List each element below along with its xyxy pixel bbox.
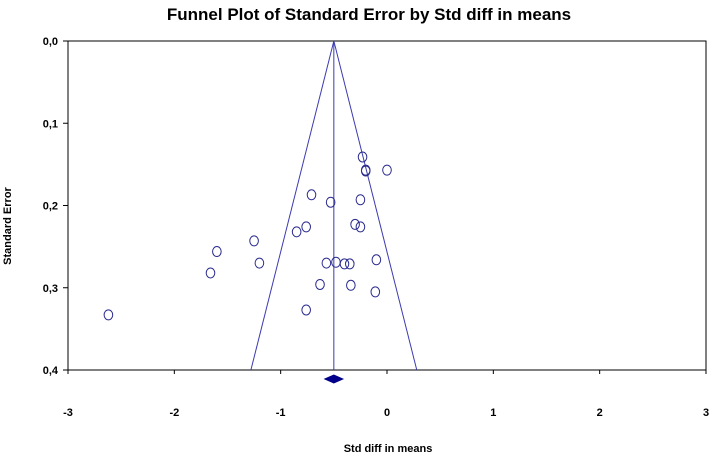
- data-point: [346, 279, 356, 291]
- y-tick-label: 0,0: [43, 36, 58, 48]
- data-point: [355, 194, 366, 206]
- data-point: [291, 226, 302, 238]
- funnel-layer: [250, 40, 418, 384]
- data-point: [382, 164, 392, 176]
- x-tick-label: 0: [384, 407, 390, 419]
- plot-frame: [67, 40, 707, 371]
- data-point: [371, 254, 382, 266]
- funnel-right-line: [333, 40, 418, 371]
- data-point: [321, 257, 332, 269]
- funnel-left-line: [250, 40, 335, 371]
- y-axis: 0,0 0,1 0,2 0,3 0,4: [43, 36, 68, 377]
- data-point: [331, 256, 341, 268]
- chart-title: Funnel Plot of Standard Error by Std dif…: [167, 5, 571, 24]
- y-tick-label: 0,2: [43, 201, 58, 213]
- y-tick-label: 0,3: [43, 283, 58, 295]
- data-point: [370, 286, 381, 298]
- y-tick-label: 0,4: [43, 365, 59, 377]
- summary-diamond: [323, 374, 345, 384]
- data-point: [301, 221, 311, 233]
- x-axis: -3 -2 -1 0 1 2 3: [63, 370, 709, 419]
- data-point: [205, 267, 216, 279]
- data-point: [325, 196, 336, 208]
- x-tick-label: 1: [490, 407, 496, 419]
- x-tick-label: -3: [63, 407, 73, 419]
- data-point: [315, 278, 325, 290]
- data-point: [360, 164, 371, 176]
- data-point: [350, 218, 360, 230]
- data-point: [103, 309, 114, 321]
- data-point: [357, 151, 368, 163]
- x-tick-label: 3: [703, 407, 709, 419]
- x-tick-label: -1: [276, 407, 286, 419]
- data-point: [355, 221, 366, 233]
- x-tick-label: 2: [597, 407, 603, 419]
- data-point: [344, 258, 355, 270]
- data-point: [254, 257, 265, 269]
- y-tick-label: 0,1: [43, 118, 58, 130]
- data-point: [301, 304, 311, 316]
- x-axis-label: Std diff in means: [344, 443, 433, 455]
- data-point: [212, 246, 222, 258]
- data-point: [339, 258, 350, 270]
- data-point: [306, 189, 317, 201]
- x-tick-label: -2: [169, 407, 179, 419]
- y-axis-label: Standard Error: [2, 186, 14, 264]
- data-point: [249, 235, 259, 247]
- points-layer: [103, 151, 392, 321]
